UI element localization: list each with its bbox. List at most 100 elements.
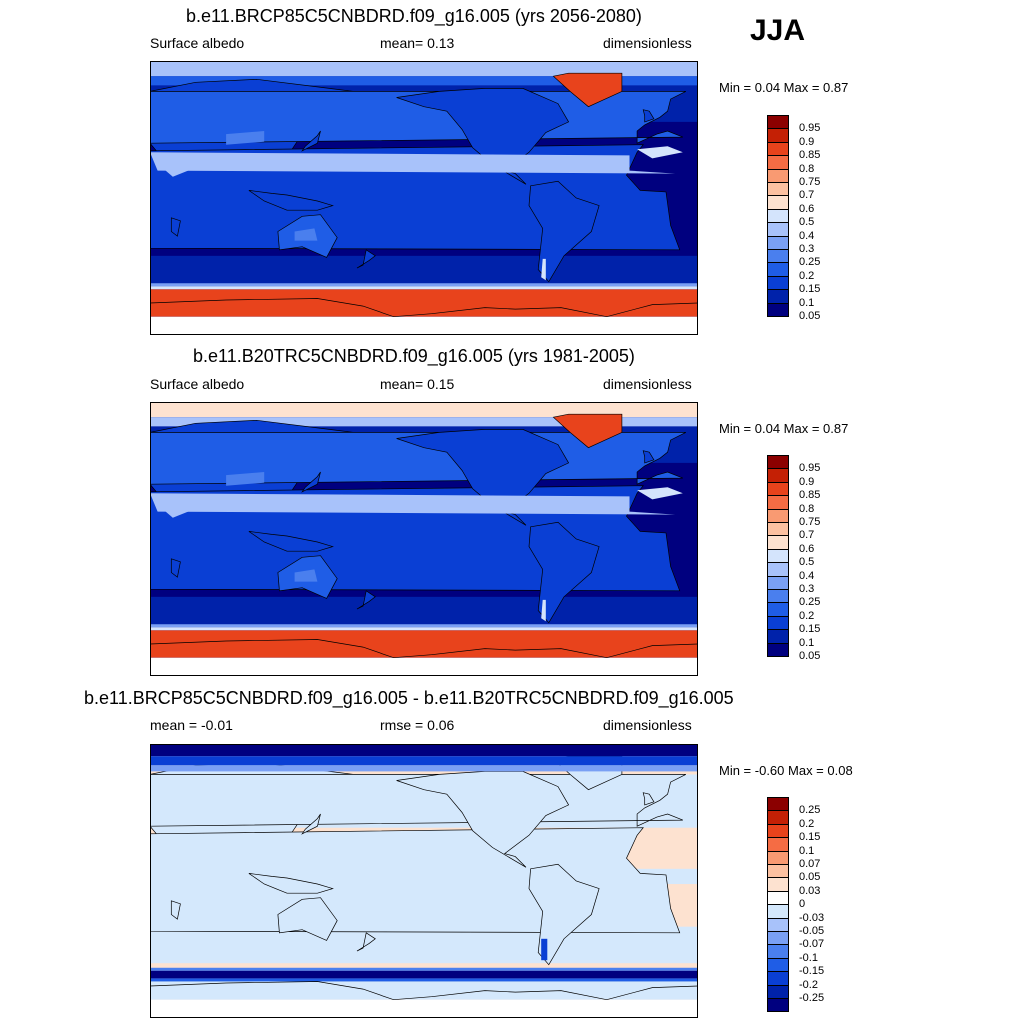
colorbar-swatch	[767, 262, 789, 277]
land-madagascar	[170, 217, 181, 237]
colorbar-swatch	[767, 182, 789, 197]
colorbar-tick-label: -0.15	[799, 965, 825, 978]
colorbar-swatch	[767, 944, 789, 959]
colorbar-tick-label: 0.8	[799, 502, 815, 515]
land-southAmerica	[528, 180, 600, 283]
colorbar-swatch	[767, 128, 789, 143]
colorbar-tick-label: 0.8	[799, 162, 815, 175]
colorbar-tick-label: 0.5	[799, 556, 815, 569]
colorbar-swatch	[767, 289, 789, 304]
sahara	[150, 493, 676, 515]
sea-ice-transition	[150, 627, 698, 631]
colorbar-swatch	[767, 615, 789, 631]
land-newzealand	[356, 932, 376, 952]
colorbar-swatch	[767, 508, 789, 523]
panel-2-minmax: Min = 0.04 Max = 0.87	[719, 421, 849, 436]
panel-3-mean-label: mean = -0.01	[150, 717, 233, 733]
colorbar-swatch	[767, 877, 789, 892]
colorbar-tick-label: 0.2	[799, 817, 815, 830]
arctic-decrease-fringe	[150, 765, 698, 772]
colorbar-tick-label: 0.3	[799, 243, 815, 255]
colorbar-swatch	[767, 141, 789, 157]
land-japan	[301, 130, 321, 152]
map-frame	[150, 402, 698, 676]
colorbar-tick-label: -0.05	[799, 925, 825, 937]
land-uk	[642, 450, 655, 464]
panel-2-mean-label: mean= 0.15	[380, 376, 455, 392]
andes-snow	[541, 258, 546, 281]
panel-3-colorbar: 0.25 0.2 0.15 0.1 0.07 0.05 0.03 0 -0.03 -0.05 -0.…	[767, 797, 824, 1013]
panel-2-units-label: dimensionless	[603, 376, 692, 392]
antarctica-blank	[150, 657, 698, 676]
antarctic-small-change	[150, 981, 698, 1000]
colorbar-tick-label: 0.85	[799, 489, 821, 502]
arctic-decrease	[150, 744, 698, 757]
colorbar-tick-label: 0.03	[799, 884, 821, 897]
map-frame	[150, 61, 698, 335]
land-australia	[277, 897, 338, 941]
colorbar-tick-label: 0.25	[799, 256, 821, 269]
land-northAmerica	[396, 771, 570, 868]
andes-decrease	[541, 938, 548, 961]
colorbar-swatch	[767, 208, 789, 224]
australia-interior	[294, 228, 318, 241]
colorbar-swatch	[767, 810, 789, 825]
land-uk	[642, 109, 655, 123]
colorbar-swatch	[767, 548, 789, 564]
arctic-ice-edge	[150, 417, 698, 427]
land-madagascar	[170, 900, 181, 920]
colorbar-swatch	[767, 195, 789, 210]
colorbar-swatch	[767, 850, 789, 865]
colorbar-swatch	[767, 468, 789, 483]
panel-3-minmax: Min = -0.60 Max = 0.08	[719, 763, 853, 778]
colorbar-tick-label: 0.25	[799, 596, 821, 609]
colorbar-swatch	[767, 797, 789, 812]
colorbar-swatch	[767, 984, 789, 999]
colorbar-swatch	[767, 917, 789, 932]
panel-3-rmse-label: rmse = 0.06	[380, 717, 455, 733]
colorbar-swatch	[767, 455, 789, 470]
land-uk	[642, 792, 655, 806]
colorbar-swatch	[767, 302, 789, 317]
colorbar-tick-label: 0.1	[799, 296, 815, 309]
colorbar-tick-label: 0.2	[799, 609, 815, 622]
ice-edge-fringe	[150, 967, 698, 971]
colorbar-swatch	[767, 931, 789, 946]
colorbar-swatch	[767, 562, 789, 577]
colorbar-swatch	[767, 495, 789, 510]
colorbar-swatch	[767, 522, 789, 537]
colorbar-tick-label: 0.15	[799, 623, 821, 636]
land-indonesia	[248, 873, 334, 894]
colorbar-tick-label: 0.1	[799, 636, 815, 649]
colorbar-tick-label: 0.3	[799, 583, 815, 595]
panel-1-colorbar: 0.95 0.9 0.85 0.8 0.75 0.7 0.6 0.5 0.4 0.3 0.25 0.2…	[767, 115, 820, 322]
sea-ice-edge	[150, 283, 698, 287]
panel-2-colorbar: 0.95 0.9 0.85 0.8 0.75 0.7 0.6 0.5 0.4 0.3 0.25 0.2…	[767, 455, 820, 662]
colorbar-swatch	[767, 575, 789, 590]
land-southAmerica	[528, 521, 600, 624]
colorbar-tick-label: -0.2	[799, 978, 818, 991]
arctic-ocean	[150, 402, 698, 418]
colorbar-swatch	[767, 115, 789, 130]
antarctica-blank	[150, 316, 698, 335]
colorbar-tick-label: 0.2	[799, 269, 815, 282]
australia-interior	[294, 569, 318, 582]
colorbar-tick-label: -0.25	[799, 992, 825, 1004]
colorbar-tick-label: 0.15	[799, 831, 821, 844]
colorbar-tick-label: 0.75	[799, 516, 821, 528]
map-canvas	[150, 61, 698, 335]
arabia	[162, 155, 189, 177]
land-greenland	[552, 413, 623, 449]
land-madagascar	[170, 558, 181, 578]
north-africa-bright	[637, 146, 683, 159]
panel-1-title: b.e11.BRCP85C5CNBDRD.f09_g16.005 (yrs 20…	[186, 6, 642, 26]
panel-1-variable-label: Surface albedo	[150, 35, 245, 51]
colorbar-swatch	[767, 971, 789, 986]
land-indonesia	[248, 190, 334, 211]
colorbar-swatch	[767, 275, 789, 291]
colorbar-tick-label: 0.05	[799, 871, 821, 884]
colorbar-tick-label: -0.03	[799, 911, 825, 924]
colorbar-swatch	[767, 642, 789, 657]
panel-2-title: b.e11.B20TRC5CNBDRD.f09_g16.005 (yrs 198…	[193, 346, 635, 366]
panel-1-mean-label: mean= 0.13	[380, 35, 455, 51]
